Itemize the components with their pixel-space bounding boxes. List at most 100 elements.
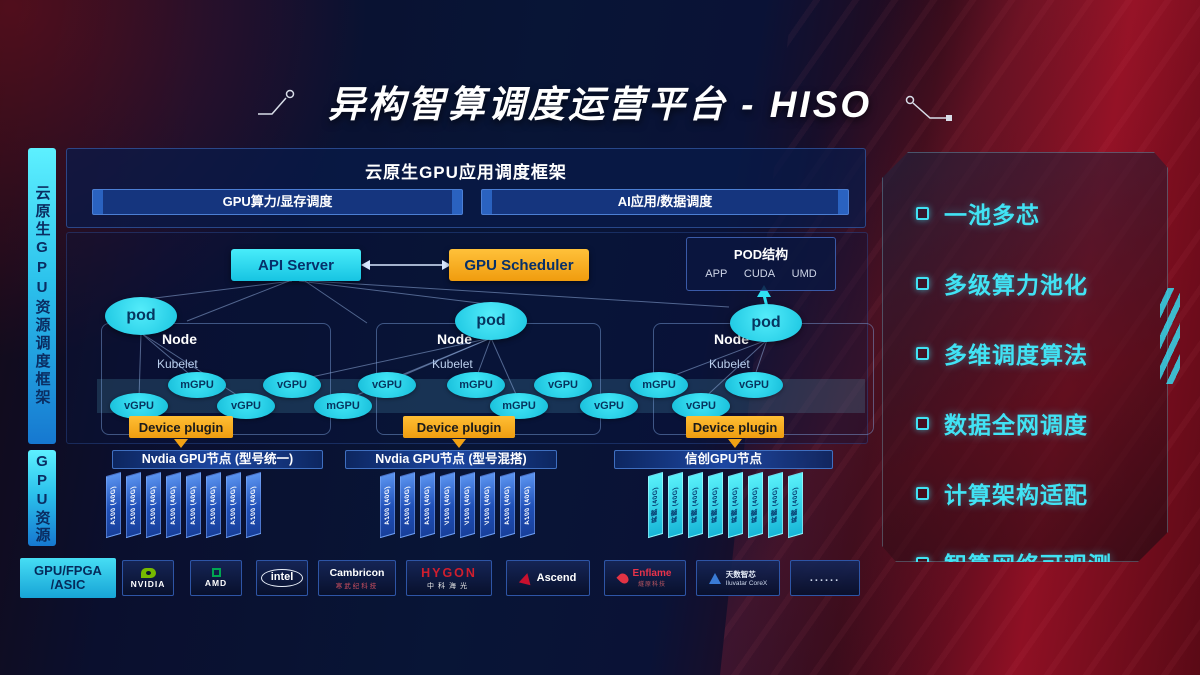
vendor-tile-hygon: HYGON 中科海光 [406,560,492,596]
gpu-card-label: A100 (40G) [424,484,431,526]
gpu-card: A100 (40G) [126,471,141,539]
feature-item: 智算网络可观测 [916,546,1168,580]
gpu-card-label: 昇腾 (40G) [791,486,799,524]
enflame-subtitle: 燧原科技 [637,582,666,588]
gpu-card: V100 (40G) [480,471,495,539]
iluvatar-name: 天数智芯 [725,570,756,579]
amd-logo-icon [211,568,221,577]
gpu-card: 昇腾 (40G) [708,471,723,539]
gpu-card-stack-3: 昇腾 (40G) 昇腾 (40G) 昇腾 (40G) 昇腾 (40G) 昇腾 (… [648,471,803,539]
feature-item: 数据全网调度 [916,406,1168,440]
pod-structure-box: POD结构 APP CUDA UMD [686,237,836,291]
gpu-card: 昇腾 (40G) [688,471,703,539]
gpu-card: A100 (40G) [520,471,535,539]
gpu-card: 昇腾 (40G) [668,471,683,539]
gpu-card-label: V100 (40G) [484,484,491,526]
feature-label: 多维调度算法 [944,342,1088,368]
feature-item: 计算架构适配 [916,476,1168,510]
square-bullet-icon [916,207,929,220]
gpu-card-label: A100 (40G) [250,484,257,526]
gpu-card-label: 昇腾 (40G) [651,486,659,524]
gpu-card-label: V100 (40G) [444,484,451,526]
device-plugin-arrow-icon [174,439,188,448]
vendor-tile-more: ...... [790,560,860,596]
amd-name: AMD [204,578,228,588]
hardware-types-line2: /ASIC [50,577,86,592]
gpu-card: A100 (40G) [400,471,415,539]
pod-structure-title: POD结构 [733,247,789,262]
device-plugin-arrow-icon [452,439,466,448]
gpu-unit-ellipse: vGPU [358,372,416,398]
feature-label: 智算网络可观测 [944,552,1112,578]
device-plugin-box: Device plugin [686,416,784,438]
intel-logo: intel [260,569,304,587]
circuit-decoration-left [258,89,295,115]
kubelet-label: Kubelet [709,357,750,371]
hardware-types-label: GPU/FPGA /ASIC [20,558,116,598]
vendor-tile-amd: AMD [190,560,242,596]
gpu-node-header-xinchuang: 信创GPU节点 [614,450,833,469]
gpu-unit-label: mGPU [326,400,360,412]
gpu-unit-ellipse: mGPU [630,372,688,398]
feature-label: 一池多芯 [944,202,1040,228]
framework-bar-ai-data: AI应用/数据调度 [481,189,849,215]
vendor-tile-intel: intel [256,560,308,596]
gpu-unit-label: vGPU [277,379,307,391]
gpu-card-stack-1: A100 (40G) A100 (40G) A100 (40G) A100 (4… [106,471,261,539]
pod-ellipse: pod [455,302,527,340]
gpu-unit-label: vGPU [686,400,716,412]
enflame-logo-icon [615,570,631,586]
feature-item: 多级算力池化 [916,266,1168,300]
sidebar-label-cloud-native-gpu-framework: 云原生GPU资源调度框架 [28,148,56,444]
framework-bar-gpu-compute: GPU算力/显存调度 [92,189,463,215]
pod-structure-item: UMD [791,268,817,280]
vendor-tile-enflame: Enflame 燧原科技 [604,560,686,596]
gpu-card-label: A100 (40G) [210,484,217,526]
gpu-card-label: 昇腾 (40G) [731,486,739,524]
hygon-subtitle: 中科海光 [427,582,471,590]
gpu-unit-label: vGPU [231,400,261,412]
gpu-unit-ellipse: mGPU [490,393,548,419]
gpu-unit-label: mGPU [502,400,536,412]
pod-structure-item: CUDA [743,268,776,280]
gpu-card: V100 (40G) [460,471,475,539]
gpu-card-label: A100 (40G) [384,484,391,526]
gpu-card-label: 昇腾 (40G) [751,486,759,524]
gpu-unit-ellipse: mGPU [168,372,226,398]
gpu-scheduler-box: GPU Scheduler [449,249,589,281]
hazard-stripes-decoration [1160,288,1180,384]
gpu-card: A100 (40G) [380,471,395,539]
gpu-card: A100 (40G) [106,471,121,539]
hygon-name: HYGON [421,565,477,580]
api-server-box: API Server [231,249,361,281]
circuit-decoration-right [905,95,952,121]
gpu-card-label: A100 (40G) [404,484,411,526]
gpu-card: A100 (40G) [206,471,221,539]
iluvatar-subtitle: Iluvatar CoreX [725,580,768,587]
gpu-card-label: 昇腾 (40G) [691,486,699,524]
gpu-unit-ellipse: mGPU [447,372,505,398]
gpu-card-label: A100 (40G) [170,484,177,526]
gpu-unit-ellipse: vGPU [725,372,783,398]
nvidia-logo-icon [140,567,156,578]
gpu-unit-label: vGPU [548,379,578,391]
more-vendors-dots: ...... [809,572,841,584]
gpu-node-header-uniform: Nvdia GPU节点 (型号统一) [112,450,323,469]
sidebar-label-gpu-resources: GPU资源 [28,450,56,546]
gpu-unit-label: mGPU [180,379,214,391]
square-bullet-icon [916,487,929,500]
gpu-card-label: A100 (40G) [524,484,531,526]
gpu-unit-ellipse: vGPU [580,393,638,419]
framework-panel: 云原生GPU应用调度框架 GPU算力/显存调度 AI应用/数据调度 [66,148,866,228]
node-label: Node [162,331,197,347]
gpu-card: A100 (40G) [246,471,261,539]
kubelet-label: Kubelet [432,357,473,371]
gpu-card: 昇腾 (40G) [768,471,783,539]
gpu-unit-label: mGPU [642,379,676,391]
gpu-card-label: A100 (40G) [504,484,511,526]
device-plugin-arrow-icon [728,439,742,448]
gpu-unit-ellipse: vGPU [263,372,321,398]
gpu-unit-label: vGPU [124,400,154,412]
vendor-tile-iluvatar: 天数智芯 Iluvatar CoreX [696,560,780,596]
